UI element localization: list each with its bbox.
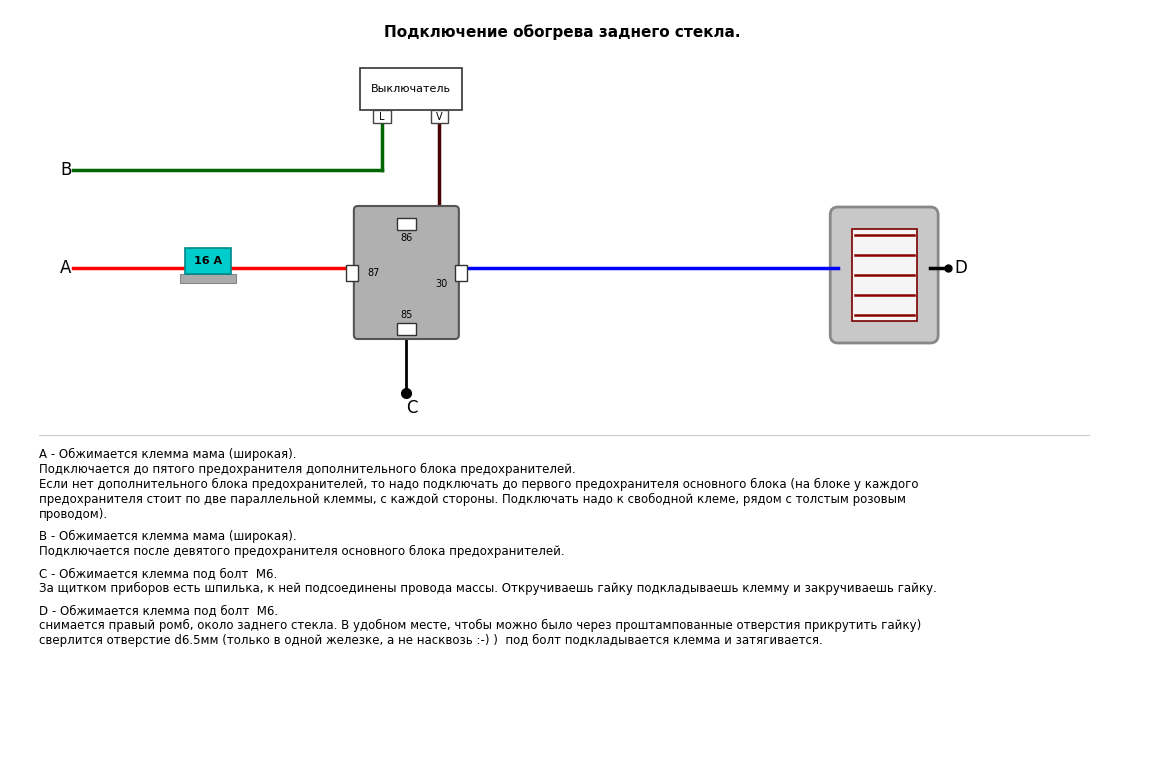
Text: В: В — [60, 161, 72, 179]
Text: Подключается до пятого предохранителя дополнительного блока предохранителей.: Подключается до пятого предохранителя до… — [39, 463, 576, 476]
Bar — [185, 248, 231, 274]
Text: Подключение обогрева заднего стекла.: Подключение обогрева заднего стекла. — [384, 24, 740, 40]
Text: L: L — [379, 111, 385, 122]
Bar — [397, 218, 417, 230]
Bar — [360, 68, 462, 110]
Text: D - Обжимается клемма под болт  М6.: D - Обжимается клемма под болт М6. — [39, 604, 278, 617]
Text: 85: 85 — [400, 310, 413, 320]
Text: V: V — [436, 111, 443, 122]
Bar — [397, 323, 417, 335]
Text: Подключается после девятого предохранителя основного блока предохранителей.: Подключается после девятого предохраните… — [39, 545, 565, 558]
Text: А - Обжимается клемма мама (широкая).: А - Обжимается клемма мама (широкая). — [39, 448, 296, 461]
Text: 16 А: 16 А — [194, 256, 222, 266]
Text: 30: 30 — [435, 279, 448, 288]
Text: сверлится отверстие d6.5мм (только в одной железке, а не насквозь :-) )  под бол: сверлится отверстие d6.5мм (только в одн… — [39, 634, 823, 647]
Text: D: D — [955, 259, 967, 277]
Bar — [455, 265, 466, 280]
FancyBboxPatch shape — [831, 207, 938, 343]
Text: 87: 87 — [367, 267, 379, 277]
Bar — [430, 110, 448, 123]
Bar — [346, 265, 358, 280]
Text: С: С — [406, 399, 418, 417]
Bar — [179, 274, 236, 283]
Text: Выключатель: Выключатель — [370, 84, 451, 94]
Text: А: А — [60, 259, 72, 277]
Text: С - Обжимается клемма под болт  М6.: С - Обжимается клемма под болт М6. — [39, 567, 278, 580]
Text: В - Обжимается клемма мама (широкая).: В - Обжимается клемма мама (широкая). — [39, 530, 296, 543]
Bar — [374, 110, 391, 123]
Text: предохранителя стоит по две параллельной клеммы, с каждой стороны. Подключать на: предохранителя стоит по две параллельной… — [39, 493, 906, 506]
Text: Если нет дополнительного блока предохранителей, то надо подключать до первого пр: Если нет дополнительного блока предохран… — [39, 478, 919, 491]
FancyBboxPatch shape — [354, 206, 459, 339]
Text: За щитком приборов есть шпилька, к ней подсоединены провода массы. Откручиваешь : За щитком приборов есть шпилька, к ней п… — [39, 582, 937, 595]
Text: 86: 86 — [400, 233, 413, 243]
Text: снимается правый ромб, около заднего стекла. В удобном месте, чтобы можно было ч: снимается правый ромб, около заднего сте… — [39, 619, 921, 632]
Text: проводом).: проводом). — [39, 508, 108, 521]
Bar — [852, 229, 916, 321]
